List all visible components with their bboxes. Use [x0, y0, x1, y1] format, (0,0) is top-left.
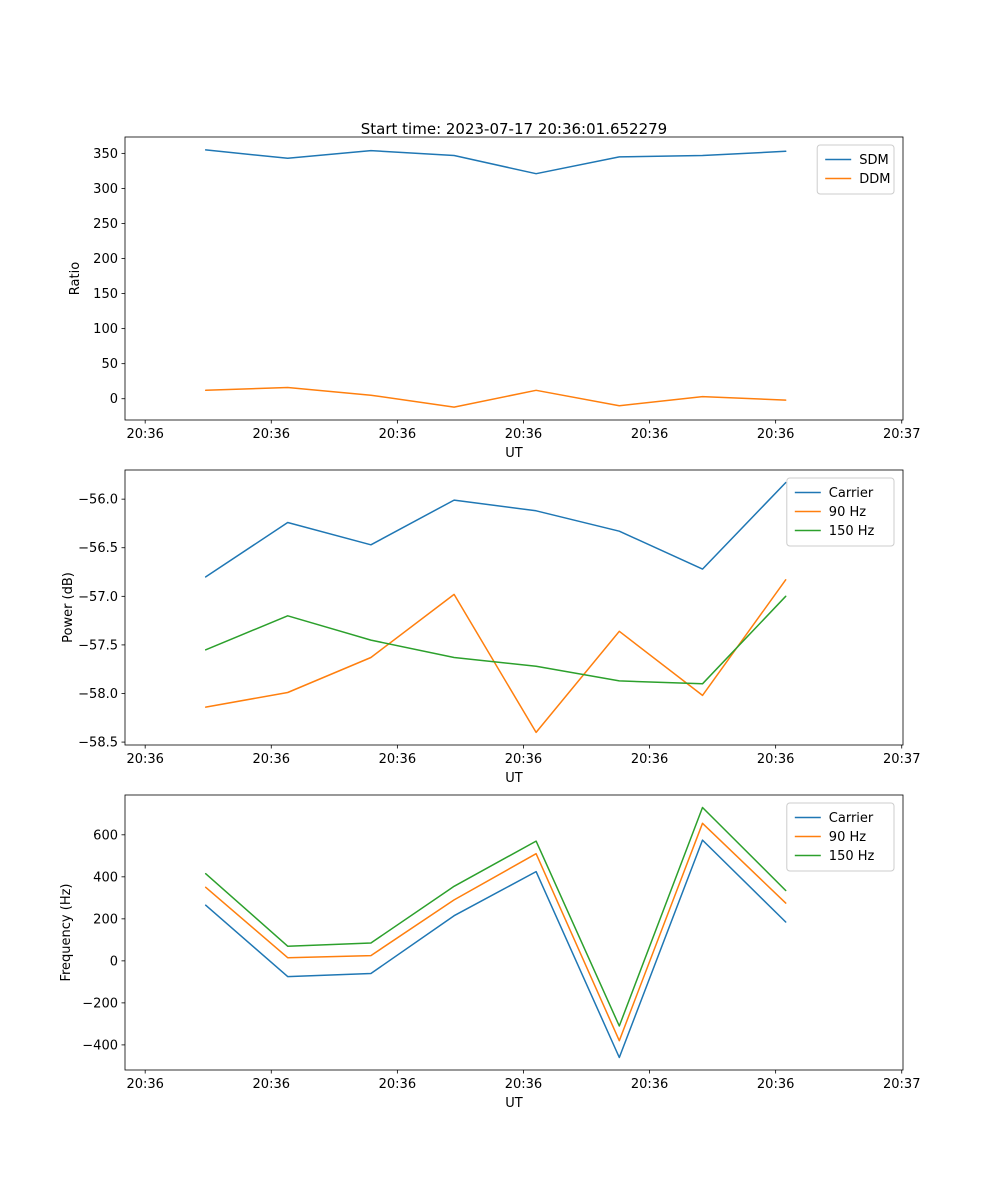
y-tick-label: 400: [93, 870, 118, 885]
legend: Carrier 90 Hz 150 Hz: [786, 477, 895, 547]
axes-frame: [124, 794, 904, 1071]
axes-frame: [124, 136, 904, 421]
x-tick-label: 20:36: [505, 427, 542, 442]
axes-frame: [124, 469, 904, 746]
series-line-carrier: [204, 481, 787, 578]
y-tick-label: 0: [110, 954, 118, 969]
x-tick-label: 20:36: [379, 427, 416, 442]
series-line-90-hz: [204, 579, 787, 734]
x-tick-label: 20:36: [757, 752, 794, 767]
series-line-150-hz: [204, 806, 787, 1027]
series-line-ddm: [204, 386, 787, 408]
legend: Carrier 90 Hz 150 Hz: [786, 802, 895, 872]
y-tick-label: −200: [82, 996, 118, 1011]
legend-label: 90 Hz: [829, 830, 866, 845]
series-line-90-hz: [204, 822, 787, 1042]
y-tick-label: −58.0: [78, 687, 118, 702]
x-tick-label: 20:36: [379, 1077, 416, 1092]
x-tick-label: 20:36: [631, 427, 668, 442]
legend-label: Carrier: [829, 811, 874, 826]
legend-frame: [786, 802, 895, 872]
y-tick-label: −57.0: [78, 590, 118, 605]
y-tick-label: 250: [93, 217, 118, 232]
legend-label: 150 Hz: [829, 849, 875, 864]
y-tick-label: −400: [82, 1038, 118, 1053]
legend-frame: [786, 477, 895, 547]
y-tick-label: −58.5: [78, 736, 118, 751]
y-axis-label: Power (dB): [61, 572, 76, 643]
x-tick-label: 20:36: [505, 1077, 542, 1092]
y-tick-label: 200: [93, 912, 118, 927]
legend-frame: [816, 144, 895, 195]
y-tick-label: 300: [93, 182, 118, 197]
legend-label: SDM: [859, 153, 888, 168]
y-axis-label: Frequency (Hz): [59, 883, 74, 981]
legend: SDM DDM: [816, 144, 895, 195]
x-tick-label: 20:36: [757, 427, 794, 442]
x-axis-label: UT: [505, 1096, 523, 1111]
series-line-carrier: [204, 839, 787, 1059]
series-line-sdm: [204, 149, 787, 175]
x-tick-label: 20:36: [126, 752, 163, 767]
axes-1: 20:36 20:36 20:36 20:36 20:36 20:36 20:37 0 50 10…: [68, 136, 920, 461]
x-tick-label: 20:37: [883, 1077, 920, 1092]
y-tick-label: 0: [110, 392, 118, 407]
legend-label: 150 Hz: [829, 524, 875, 539]
x-tick-label: 20:36: [253, 427, 290, 442]
x-tick-label: 20:37: [883, 752, 920, 767]
y-tick-label: 50: [101, 357, 118, 372]
x-tick-label: 20:36: [631, 1077, 668, 1092]
y-tick-label: 200: [93, 252, 118, 267]
legend-label: DDM: [859, 172, 890, 187]
y-tick-label: 100: [93, 322, 118, 337]
legend-label: 90 Hz: [829, 505, 866, 520]
x-tick-label: 20:36: [126, 427, 163, 442]
x-tick-label: 20:36: [757, 1077, 794, 1092]
series-line-150-hz: [204, 595, 787, 685]
x-axis-label: UT: [505, 446, 523, 461]
x-tick-label: 20:37: [883, 427, 920, 442]
axes-2: 20:36 20:36 20:36 20:36 20:36 20:36 20:37 −58.5…: [61, 469, 920, 786]
y-tick-label: 350: [93, 147, 118, 162]
x-tick-label: 20:36: [505, 752, 542, 767]
y-tick-label: −57.5: [78, 638, 118, 653]
plot-title: Start time: 2023-07-17 20:36:01.652279: [361, 120, 667, 138]
y-tick-label: 150: [93, 287, 118, 302]
x-tick-label: 20:36: [379, 752, 416, 767]
legend-label: Carrier: [829, 486, 874, 501]
y-tick-label: 600: [93, 828, 118, 843]
x-tick-label: 20:36: [631, 752, 668, 767]
x-axis-label: UT: [505, 771, 523, 786]
y-axis-label: Ratio: [68, 262, 83, 295]
x-tick-label: 20:36: [253, 752, 290, 767]
axes-3: 20:36 20:36 20:36 20:36 20:36 20:36 20:37 −400 −…: [59, 794, 920, 1111]
x-tick-label: 20:36: [253, 1077, 290, 1092]
x-tick-label: 20:36: [126, 1077, 163, 1092]
y-tick-label: −56.5: [78, 541, 118, 556]
y-tick-label: −56.0: [78, 493, 118, 508]
